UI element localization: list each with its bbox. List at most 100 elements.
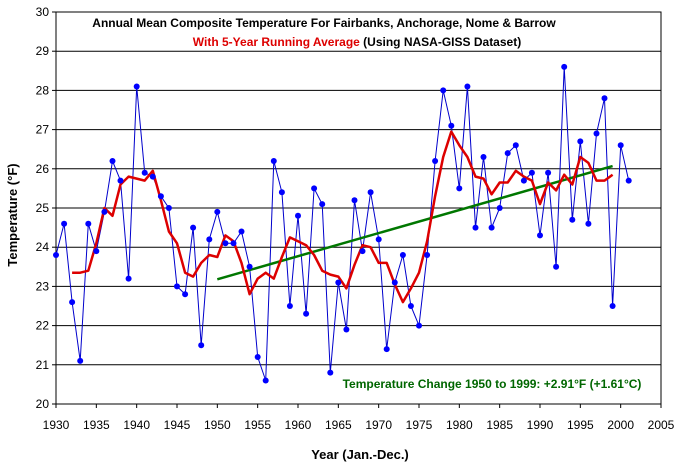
annual-point: [77, 357, 84, 364]
annual-point: [383, 346, 390, 353]
annual-point: [222, 240, 229, 247]
annual-point: [230, 240, 237, 247]
annual-point: [61, 220, 68, 227]
annual-point: [93, 248, 100, 255]
y-axis: 20 21 22 23 24 25 26 27 28 29 30: [36, 5, 56, 411]
chart-title: Annual Mean Composite Temperature For Fa…: [92, 16, 556, 30]
annual-point: [165, 205, 172, 211]
y-tick-label: 30: [36, 5, 50, 19]
annual-point: [141, 169, 148, 176]
annual-point: [593, 130, 600, 137]
annual-point: [496, 205, 503, 211]
x-axis: 1930 1935 1940 1945 1950 1955 1960 1965 1970 1975…: [43, 404, 675, 432]
running-average-line: [72, 130, 614, 304]
annual-point: [577, 138, 584, 145]
annual-point: [391, 279, 398, 286]
annual-point: [157, 193, 164, 200]
annual-point: [190, 224, 197, 231]
annual-point: [359, 248, 366, 255]
annual-point: [335, 279, 342, 286]
annual-point: [537, 232, 543, 239]
annual-point: [424, 252, 431, 258]
x-tick-label: 2000: [607, 418, 634, 432]
x-tick-label: 1985: [486, 418, 513, 432]
annual-point: [625, 177, 632, 184]
annual-point: [85, 220, 92, 227]
annual-point: [480, 154, 487, 160]
y-tick-label: 28: [36, 83, 50, 97]
y-tick-label: 22: [36, 319, 50, 333]
annual-point: [109, 158, 116, 164]
y-tick-label: 26: [36, 162, 50, 176]
annual-point: [117, 177, 124, 184]
y-tick-label: 27: [36, 123, 50, 137]
annual-point: [399, 252, 406, 258]
series-layer: [53, 63, 632, 384]
x-tick-label: 1945: [164, 418, 191, 432]
x-tick-label: 1980: [446, 418, 473, 432]
y-tick-label: 24: [36, 240, 50, 254]
annual-point: [472, 224, 479, 231]
annual-point: [351, 197, 358, 204]
annual-point: [327, 369, 334, 376]
trend-annotation: Temperature Change 1950 to 1999: +2.91°F…: [343, 377, 642, 391]
subtitle-highlight: With 5-Year Running Average: [193, 35, 360, 49]
annual-point: [416, 322, 422, 329]
annual-point: [101, 208, 108, 215]
annual-point: [246, 263, 253, 270]
x-tick-label: 1970: [365, 418, 392, 432]
y-tick-label: 20: [36, 397, 50, 411]
annual-point: [545, 169, 552, 176]
annual-point: [198, 342, 205, 349]
annual-point: [601, 95, 608, 102]
annual-point: [53, 252, 59, 258]
annual-point: [464, 83, 471, 90]
annual-point: [278, 189, 285, 196]
x-tick-label: 1935: [83, 418, 110, 432]
x-tick-label: 1960: [285, 418, 312, 432]
annual-point: [69, 299, 76, 306]
annual-point: [520, 177, 527, 184]
chart-subtitle: With 5-Year Running Average (Using NASA-…: [193, 35, 521, 49]
annual-point: [133, 83, 140, 90]
annual-point: [311, 185, 318, 192]
y-tick-label: 25: [36, 201, 50, 215]
subtitle-rest: (Using NASA-GISS Dataset): [360, 35, 521, 49]
annual-point: [149, 173, 156, 180]
annual-point: [528, 169, 535, 176]
annual-point: [609, 303, 616, 309]
x-tick-label: 1975: [406, 418, 433, 432]
annual-point: [440, 87, 447, 94]
annual-point: [569, 216, 576, 223]
annual-point: [553, 263, 560, 270]
annual-point: [512, 142, 519, 149]
annual-point: [125, 275, 132, 282]
annual-point: [319, 201, 326, 208]
annual-point: [375, 236, 382, 243]
annual-point: [407, 303, 414, 309]
annual-point: [214, 208, 221, 215]
annual-point: [262, 377, 269, 384]
x-tick-label: 1950: [204, 418, 231, 432]
annual-point: [617, 142, 624, 149]
x-tick-label: 1965: [325, 418, 352, 432]
y-tick-label: 29: [36, 44, 50, 58]
x-tick-label: 1940: [123, 418, 150, 432]
y-axis-title: Temperature (°F): [5, 163, 20, 266]
annual-point: [432, 158, 439, 164]
x-axis-title: Year (Jan.-Dec.): [311, 447, 409, 462]
y-tick-label: 23: [36, 279, 50, 293]
x-tick-label: 2005: [648, 418, 675, 432]
annual-point: [343, 326, 350, 333]
x-tick-label: 1930: [43, 418, 70, 432]
annual-point: [286, 303, 293, 309]
annual-point: [238, 228, 245, 235]
annual-point: [295, 212, 301, 219]
annual-point: [206, 236, 213, 243]
annual-point: [254, 354, 261, 360]
annual-point: [174, 283, 180, 290]
annual-point: [303, 310, 310, 317]
x-tick-label: 1990: [527, 418, 554, 432]
annual-point: [585, 220, 592, 227]
